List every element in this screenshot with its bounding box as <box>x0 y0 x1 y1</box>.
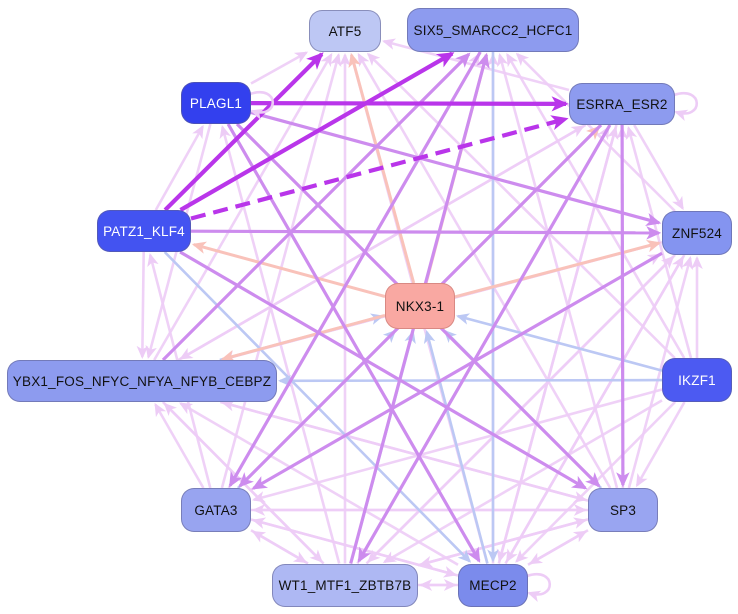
node-label: IKZF1 <box>678 372 716 388</box>
edge-PATZ1_KLF4-to-ZNF524 <box>190 226 662 240</box>
node-SP3[interactable]: SP3 <box>588 488 658 532</box>
node-label: SP3 <box>609 502 637 518</box>
edge-ZNF524-to-SIX5_SMARCC2_HCFC1 <box>515 52 676 212</box>
edge-MECP2-to-NKX3-1 <box>423 330 489 564</box>
edge-GATA3-to-YBX1_FOS_NFYC_NFYA_NFYB_CEBPZ <box>154 402 205 489</box>
edge-PATZ1_KLF4-to-PLAGL1 <box>154 124 204 211</box>
edge-PLAGL1-to-ATF5 <box>250 51 309 85</box>
edge-MECP2-to-YBX1_FOS_NFYC_NFYA_NFYB_CEBPZ <box>179 402 459 566</box>
node-label: NKX3-1 <box>395 298 445 314</box>
edge-NKX3-1-to-PATZ1_KLF4 <box>191 241 386 298</box>
edge-IKZF1-to-GATA3 <box>252 388 663 503</box>
edge-SP3-to-SIX5_SMARCC2_HCFC1 <box>496 53 619 489</box>
edge-ESRRA_ESR2-to-YBX1_FOS_NFYC_NFYA_NFYB_CEBPZ <box>179 123 587 360</box>
edge-PATZ1_KLF4-to-ATF5 <box>163 52 324 212</box>
edge-IKZF1-to-NKX3-1 <box>456 313 663 372</box>
node-label: SIX5_SMARCC2_HCFC1 <box>413 22 573 38</box>
edge-NKX3-1-to-ZNF524 <box>454 239 662 299</box>
node-label: ATF5 <box>328 23 362 39</box>
edge-NKX3-1-to-YBX1_FOS_NFYC_NFYA_NFYB_CEBPZ <box>220 313 386 363</box>
node-WT1_MTF1_ZBTB7B[interactable]: WT1_MTF1_ZBTB7B <box>272 563 418 607</box>
edge-IKZF1-to-WT1_MTF1_ZBTB7B <box>382 399 663 564</box>
edge-PLAGL1-to-ESRRA_ESR2 <box>250 96 569 112</box>
edge-WT1_MTF1_ZBTB7B-to-PLAGL1 <box>219 125 341 564</box>
self-loop-ESRRA_ESR2 <box>673 91 699 121</box>
node-ZNF524[interactable]: ZNF524 <box>662 211 732 255</box>
node-label: YBX1_FOS_NFYC_NFYA_NFYB_CEBPZ <box>12 373 272 389</box>
edge-IKZF1-to-SP3 <box>635 401 686 488</box>
node-NKX3-1[interactable]: NKX3-1 <box>385 283 455 329</box>
edge-SP3-to-YBX1_FOS_NFYC_NFYA_NFYB_CEBPZ <box>221 400 589 502</box>
edge-IKZF1-to-YBX1_FOS_NFYC_NFYA_NFYB_CEBPZ <box>278 374 663 387</box>
node-SIX5_SMARCC2_HCFC1[interactable]: SIX5_SMARCC2_HCFC1 <box>407 8 579 52</box>
edge-WT1_MTF1_ZBTB7B-to-GATA3 <box>251 530 309 565</box>
node-ATF5[interactable]: ATF5 <box>309 10 381 52</box>
self-loop-MECP2 <box>526 572 552 602</box>
node-ESRRA_ESR2[interactable]: ESRRA_ESR2 <box>569 83 675 125</box>
edge-ESRRA_ESR2-to-SP3 <box>616 124 630 488</box>
node-label: ESRRA_ESR2 <box>576 96 668 112</box>
node-label: PATZ1_KLF4 <box>103 223 185 239</box>
node-MECP2[interactable]: MECP2 <box>458 563 528 607</box>
self-loop-PLAGL1 <box>249 90 275 120</box>
node-label: PLAGL1 <box>189 95 243 111</box>
edge-PATZ1_KLF4-to-ESRRA_ESR2 <box>190 115 569 221</box>
edge-PATZ1_KLF4-to-SIX5_SMARCC2_HCFC1 <box>179 51 455 212</box>
node-PATZ1_KLF4[interactable]: PATZ1_KLF4 <box>97 210 191 252</box>
node-label: WT1_MTF1_ZBTB7B <box>278 577 412 593</box>
edge-PATZ1_KLF4-to-YBX1_FOS_NFYC_NFYA_NFYB_CEBPZ <box>136 251 149 359</box>
edge-PATZ1_KLF4-to-SP3 <box>179 250 588 490</box>
edge-SP3-to-MECP2 <box>528 529 589 565</box>
edge-ESRRA_ESR2-to-ZNF524 <box>633 124 684 211</box>
node-label: GATA3 <box>194 502 238 518</box>
node-IKZF1[interactable]: IKZF1 <box>662 358 732 402</box>
edge-SP3-to-ZNF524 <box>627 256 694 489</box>
node-PLAGL1[interactable]: PLAGL1 <box>181 82 251 124</box>
edge-SIX5_SMARCC2_HCFC1-to-GATA3 <box>228 51 482 488</box>
edge-GATA3-to-ATF5 <box>220 53 342 489</box>
node-label: MECP2 <box>469 577 517 593</box>
edge-ZNF524-to-GATA3 <box>251 251 663 490</box>
edge-ESRRA_ESR2-to-WT1_MTF1_ZBTB7B <box>357 124 612 563</box>
node-label: ZNF524 <box>672 225 722 241</box>
node-YBX1_FOS_NFYC_NFYA_NFYB_CEBPZ[interactable]: YBX1_FOS_NFYC_NFYA_NFYB_CEBPZ <box>7 360 277 402</box>
node-GATA3[interactable]: GATA3 <box>181 488 251 532</box>
